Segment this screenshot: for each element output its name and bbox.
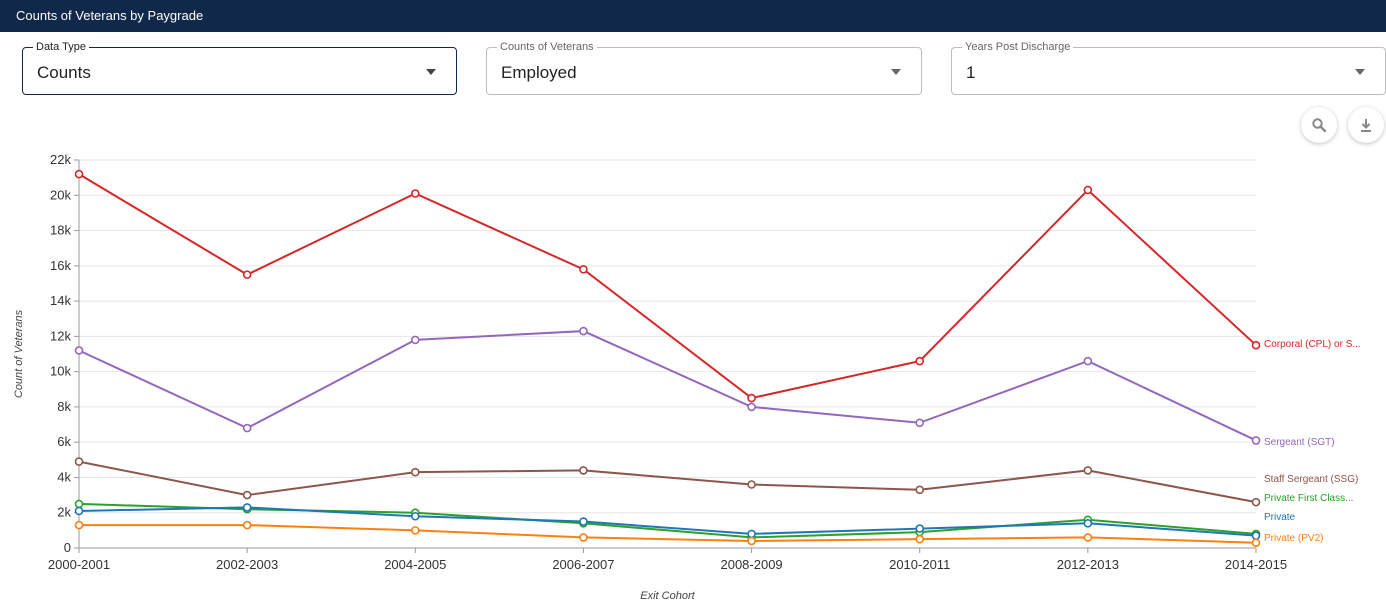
data-point [242,423,252,433]
data-point [1251,497,1261,507]
data-type-value: Counts [37,63,91,82]
data-point [747,529,756,539]
data-point [915,485,925,495]
y-tick-label: 2k [57,505,71,520]
y-tick-label: 12k [50,328,71,343]
data-point [74,506,84,516]
y-tick-label: 8k [57,399,71,414]
data-point [410,467,420,477]
data-point [579,517,588,526]
data-point [74,499,84,509]
chevron-down-icon[interactable] [426,69,436,75]
data-point [1083,185,1093,195]
x-tick-label: 2008-2009 [720,557,782,572]
data-point [1083,466,1093,475]
data-point [410,189,420,198]
magnifier-icon [1312,118,1327,133]
series-line [78,460,1257,504]
y-tick-label: 4k [57,469,71,484]
data-point [242,490,252,500]
years-post-discharge-select[interactable]: Years Post Discharge 1 [951,40,1386,95]
data-point [1251,538,1261,548]
x-tick-label: 2000-2001 [48,557,110,572]
data-point [915,356,925,366]
y-tick-label: 20k [50,187,71,202]
x-tick-label: 2002-2003 [216,557,278,572]
data-point [74,520,84,530]
data-point [74,169,84,179]
years-post-discharge-value: 1 [966,63,976,82]
data-point [915,524,925,533]
counts-of-veterans-select[interactable]: Counts of Veterans Employed [486,40,922,95]
data-point [915,534,925,544]
data-point [242,503,252,512]
y-tick-label: 10k [50,364,71,379]
series-line [78,502,1257,539]
zoom-button[interactable] [1301,107,1337,143]
chevron-down-icon[interactable] [1355,69,1365,75]
series-label: Private (PV2) [1264,533,1323,544]
line-chart: 0 2k 4k 6k 8k 10k 12k 14k 16k 18k 20k 22k 2000-2001 2… [13,152,1361,602]
data-point [579,533,588,542]
y-tick-label: 14k [50,293,71,308]
data-point [242,270,252,279]
series-line [79,524,1257,544]
counts-of-veterans-value: Employed [501,63,577,82]
series-label: Private [1264,512,1296,523]
data-point [410,335,420,345]
data-point [242,520,252,530]
y-tick-label: 6k [57,434,71,449]
x-tick-label: 2012-2013 [1057,557,1119,572]
data-point [1251,340,1261,350]
y-tick-label: 22k [50,152,71,167]
series-label: Sergeant (SGT) [1264,437,1335,448]
data-point [410,511,420,521]
chart-title: Counts of Veterans by Paygrade [16,8,204,23]
x-tick-label: 2014-2015 [1225,557,1287,572]
years-post-discharge-label: Years Post Discharge [962,40,1074,54]
data-point [1251,531,1261,540]
y-tick-label: 18k [50,223,71,238]
data-point [1251,436,1261,445]
series-line [78,173,1257,400]
data-point [1083,519,1093,528]
x-tick-label: 2006-2007 [552,557,614,572]
counts-of-veterans-label: Counts of Veterans [497,40,597,54]
x-tick-label: 2010-2011 [889,557,950,572]
chart-header: Counts of Veterans by Paygrade [0,0,1386,32]
chevron-down-icon[interactable] [891,69,901,75]
data-point [747,480,756,489]
y-tick-label: 16k [50,258,71,273]
data-point [747,402,756,412]
data-point [74,457,84,466]
y-axis-title: Count of Veterans [13,309,25,398]
series-label: Private First Class... [1264,493,1353,504]
series-line [78,330,1257,442]
y-tick-label: 0 [64,540,71,555]
x-axis-title: Exit Cohort [640,590,695,602]
data-point [1083,356,1093,366]
data-point [579,466,588,475]
data-point [410,526,420,535]
data-point [1083,533,1093,542]
data-point [74,346,84,355]
download-icon [1361,119,1371,132]
download-button[interactable] [1348,107,1384,143]
x-tick-label: 2004-2005 [384,557,446,572]
data-point [579,265,588,274]
series-label: Corporal (CPL) or S... [1264,339,1361,350]
data-point [579,326,588,336]
series-line [78,506,1257,537]
data-point [747,536,756,546]
data-point [915,418,925,428]
data-type-select[interactable]: Data Type Counts [22,40,457,95]
series-label: Staff Sergeant (SSG) [1264,474,1358,485]
data-type-label: Data Type [33,40,89,54]
data-point [747,393,756,403]
